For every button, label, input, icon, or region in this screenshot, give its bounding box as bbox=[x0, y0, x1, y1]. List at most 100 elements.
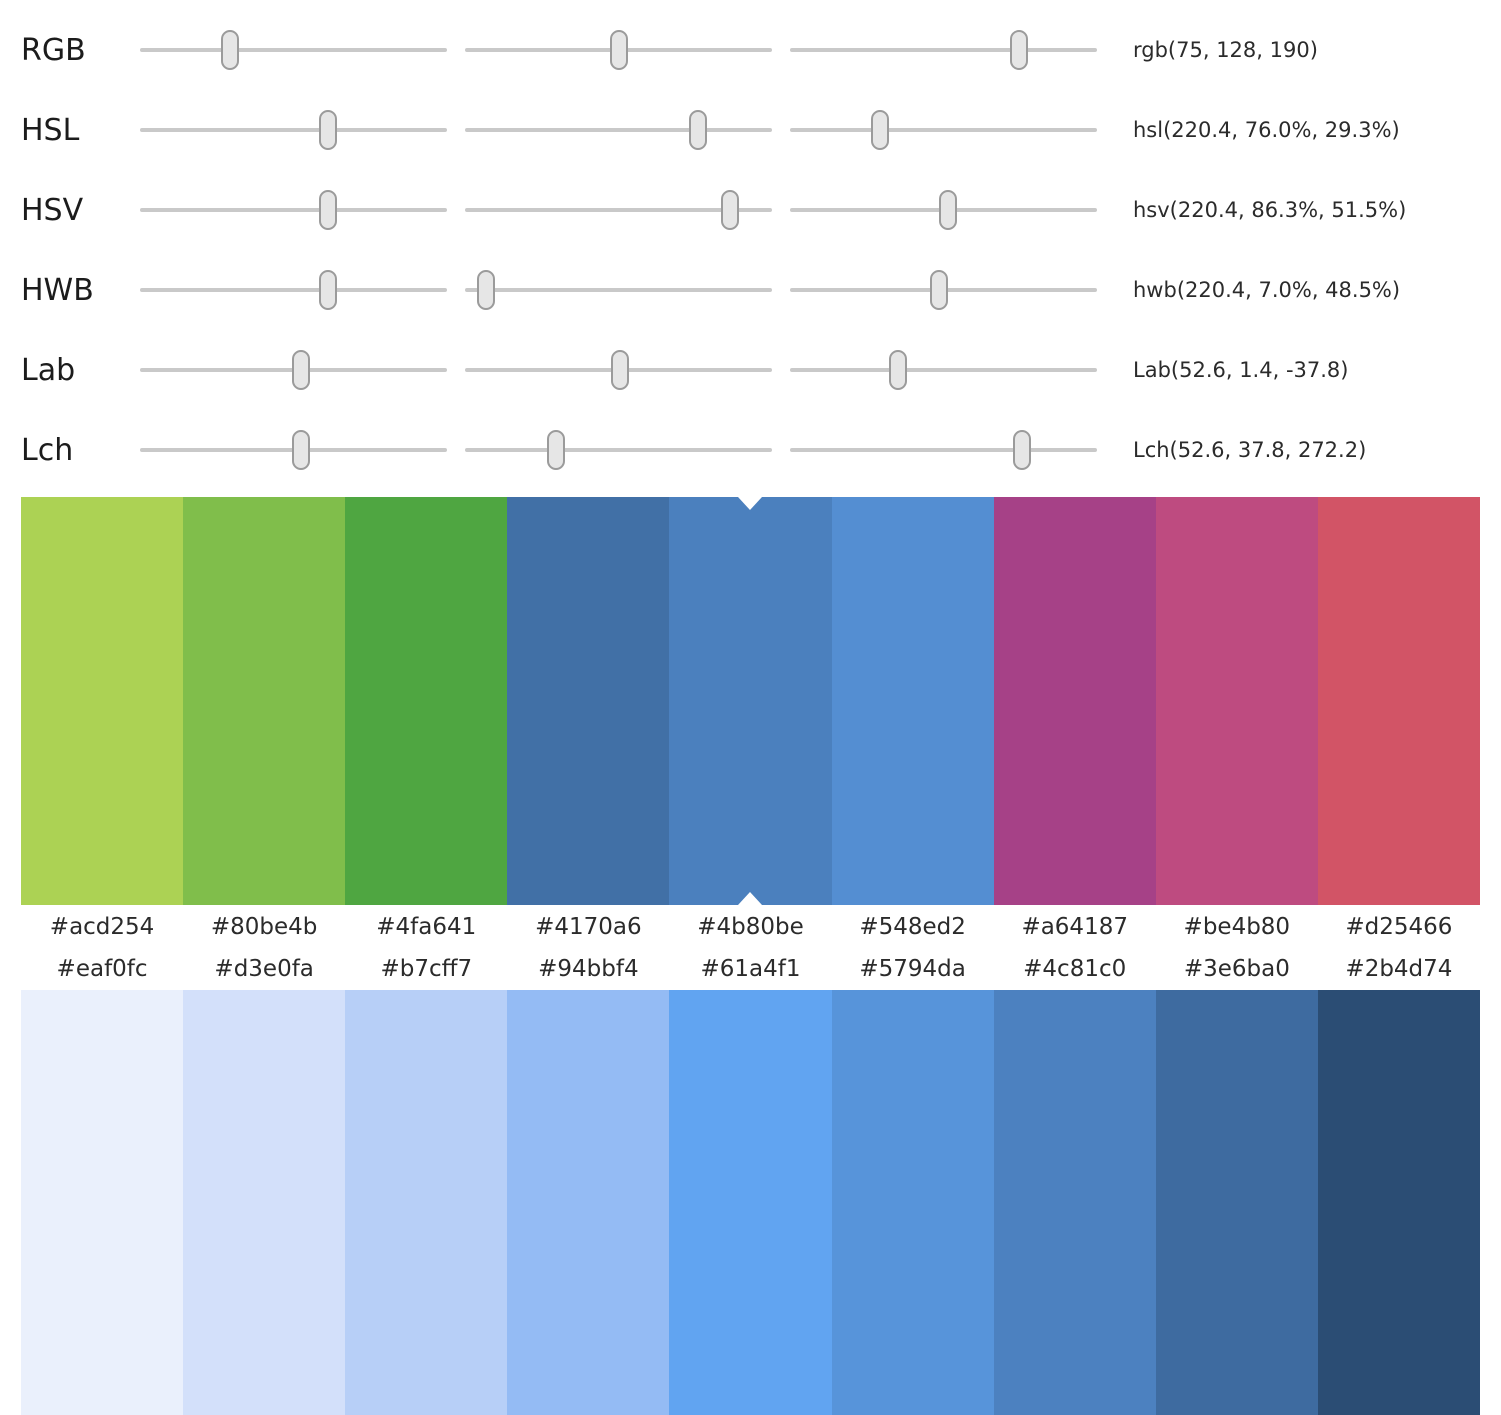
bottom-swatch-2b4d74[interactable] bbox=[1317, 990, 1480, 1415]
hsv-slider-track-line-2 bbox=[465, 208, 772, 212]
bottom-swatch-61a4f1[interactable] bbox=[669, 990, 832, 1415]
lch-slider-thumb-3[interactable] bbox=[1013, 430, 1032, 470]
hex-label-acd254: #acd254 bbox=[49, 913, 155, 940]
slider-row-hsv: HSV hsv(220.4, 86.3%, 51.5%) bbox=[0, 170, 1501, 250]
hex-label-61a4f1: #61a4f1 bbox=[700, 956, 801, 982]
lch-slider-track-line-2 bbox=[465, 448, 772, 452]
hsl-slider-thumb-3[interactable] bbox=[870, 110, 889, 150]
colorspace-label-lch: Lch bbox=[21, 432, 74, 468]
colorspace-label-hsl: HSL bbox=[21, 112, 80, 148]
top-swatch-4b80be[interactable] bbox=[669, 497, 832, 905]
top-swatch-548ed2[interactable] bbox=[831, 497, 994, 905]
hex-label-b7cff7: #b7cff7 bbox=[380, 956, 473, 982]
slider-panel: RGB rgb(75, 128, 190) HSL hsl(220.4, 76.0%,… bbox=[0, 0, 1501, 497]
lch-slider-track-line-3 bbox=[790, 448, 1097, 452]
hex-label-2b4d74: #2b4d74 bbox=[1345, 956, 1453, 982]
hwb-slider-track-line-1 bbox=[140, 288, 447, 292]
lab-slider-thumb-2[interactable] bbox=[611, 350, 630, 390]
colorspace-label-hwb: HWB bbox=[21, 272, 94, 308]
bottom-swatch-4c81c0[interactable] bbox=[993, 990, 1156, 1415]
hwb-slider-thumb-1[interactable] bbox=[318, 270, 337, 310]
hsv-slider-thumb-1[interactable] bbox=[318, 190, 337, 230]
hwb-slider-thumb-3[interactable] bbox=[929, 270, 948, 310]
lab-slider-thumb-3[interactable] bbox=[889, 350, 908, 390]
lab-slider-track-line-3 bbox=[790, 368, 1097, 372]
slider-row-hwb: HWB hwb(220.4, 7.0%, 48.5%) bbox=[0, 250, 1501, 330]
hsv-slider-track-line-1 bbox=[140, 208, 447, 212]
hex-label-548ed2: #548ed2 bbox=[859, 913, 966, 940]
hsv-slider-thumb-2[interactable] bbox=[720, 190, 739, 230]
hex-label-4b80be: #4b80be bbox=[697, 913, 804, 940]
lch-slider-track-3[interactable] bbox=[790, 427, 1097, 473]
lch-slider-thumb-1[interactable] bbox=[292, 430, 311, 470]
top-swatch-a64187[interactable] bbox=[993, 497, 1156, 905]
hex-label-be4b80: #be4b80 bbox=[1183, 913, 1291, 940]
rgb-slider-thumb-3[interactable] bbox=[1009, 30, 1028, 70]
hex-label-a64187: #a64187 bbox=[1021, 913, 1128, 940]
bottom-swatch-94bbf4[interactable] bbox=[507, 990, 670, 1415]
rgb-slider-track-line-1 bbox=[140, 48, 447, 52]
hex-label-eaf0fc: #eaf0fc bbox=[56, 956, 148, 982]
hex-label-94bbf4: #94bbf4 bbox=[538, 956, 639, 982]
color-value-hsv: hsv(220.4, 86.3%, 51.5%) bbox=[1133, 198, 1407, 222]
top-swatch-d25466[interactable] bbox=[1317, 497, 1480, 905]
lch-slider-track-1[interactable] bbox=[140, 427, 447, 473]
bottom-swatch-eaf0fc[interactable] bbox=[21, 990, 184, 1415]
top-swatch-4fa641[interactable] bbox=[345, 497, 508, 905]
top-swatch-be4b80[interactable] bbox=[1155, 497, 1318, 905]
color-value-lch: Lch(52.6, 37.8, 272.2) bbox=[1133, 438, 1367, 462]
bottom-palette bbox=[21, 990, 1480, 1415]
bottom-swatch-3e6ba0[interactable] bbox=[1155, 990, 1318, 1415]
colorspace-label-rgb: RGB bbox=[21, 32, 86, 68]
color-value-hwb: hwb(220.4, 7.0%, 48.5%) bbox=[1133, 278, 1401, 302]
hex-label-5794da: #5794da bbox=[859, 956, 966, 982]
hex-label-d25466: #d25466 bbox=[1345, 913, 1453, 940]
colorspace-label-lab: Lab bbox=[21, 352, 76, 388]
rgb-slider-track-line-3 bbox=[790, 48, 1097, 52]
hsl-slider-track-2[interactable] bbox=[465, 107, 772, 153]
rgb-slider-track-2[interactable] bbox=[465, 27, 772, 73]
bottom-swatch-5794da[interactable] bbox=[831, 990, 994, 1415]
slider-row-hsl: HSL hsl(220.4, 76.0%, 29.3%) bbox=[0, 90, 1501, 170]
hsv-slider-track-2[interactable] bbox=[465, 187, 772, 233]
hwb-slider-track-1[interactable] bbox=[140, 267, 447, 313]
color-value-lab: Lab(52.6, 1.4, -37.8) bbox=[1133, 358, 1349, 382]
hex-label-80be4b: #80be4b bbox=[210, 913, 318, 940]
hsv-slider-thumb-3[interactable] bbox=[939, 190, 958, 230]
hsl-slider-track-1[interactable] bbox=[140, 107, 447, 153]
colorspace-label-hsv: HSV bbox=[21, 192, 84, 228]
hex-label-4c81c0: #4c81c0 bbox=[1023, 956, 1127, 982]
top-swatch-80be4b[interactable] bbox=[183, 497, 346, 905]
hex-label-4170a6: #4170a6 bbox=[535, 913, 642, 940]
hsv-slider-track-1[interactable] bbox=[140, 187, 447, 233]
lab-slider-track-3[interactable] bbox=[790, 347, 1097, 393]
top-palette bbox=[21, 497, 1480, 905]
slider-row-rgb: RGB rgb(75, 128, 190) bbox=[0, 10, 1501, 90]
rgb-slider-thumb-2[interactable] bbox=[610, 30, 629, 70]
hsv-slider-track-3[interactable] bbox=[790, 187, 1097, 233]
top-palette-labels: #acd254 #80be4b #4fa641 #4170a6 #4b80be #548e… bbox=[21, 905, 1480, 948]
color-value-hsl: hsl(220.4, 76.0%, 29.3%) bbox=[1133, 118, 1400, 142]
hsl-slider-track-3[interactable] bbox=[790, 107, 1097, 153]
rgb-slider-thumb-1[interactable] bbox=[221, 30, 240, 70]
hwb-slider-track-2[interactable] bbox=[465, 267, 772, 313]
hwb-slider-track-line-2 bbox=[465, 288, 772, 292]
top-swatch-acd254[interactable] bbox=[21, 497, 184, 905]
hwb-slider-thumb-2[interactable] bbox=[477, 270, 496, 310]
lch-slider-thumb-2[interactable] bbox=[546, 430, 565, 470]
hsl-slider-track-line-3 bbox=[790, 128, 1097, 132]
slider-row-lab: Lab Lab(52.6, 1.4, -37.8) bbox=[0, 330, 1501, 410]
hsl-slider-thumb-1[interactable] bbox=[318, 110, 337, 150]
hwb-slider-track-3[interactable] bbox=[790, 267, 1097, 313]
hex-label-4fa641: #4fa641 bbox=[376, 913, 477, 940]
lab-slider-track-2[interactable] bbox=[465, 347, 772, 393]
lch-slider-track-2[interactable] bbox=[465, 427, 772, 473]
lab-slider-thumb-1[interactable] bbox=[292, 350, 311, 390]
bottom-swatch-b7cff7[interactable] bbox=[345, 990, 508, 1415]
hsl-slider-thumb-2[interactable] bbox=[689, 110, 708, 150]
bottom-swatch-d3e0fa[interactable] bbox=[183, 990, 346, 1415]
lab-slider-track-1[interactable] bbox=[140, 347, 447, 393]
rgb-slider-track-1[interactable] bbox=[140, 27, 447, 73]
top-swatch-4170a6[interactable] bbox=[507, 497, 670, 905]
rgb-slider-track-3[interactable] bbox=[790, 27, 1097, 73]
